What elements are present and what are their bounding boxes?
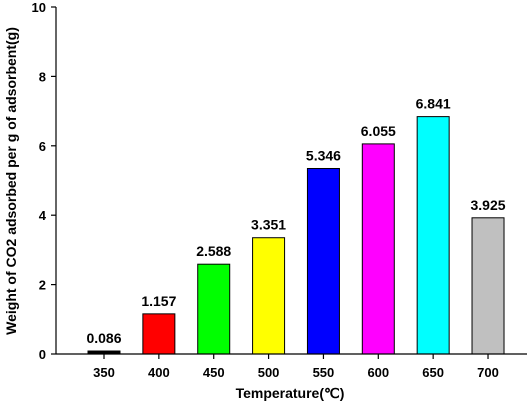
bar-450 [197,263,231,355]
data-label-700: 3.925 [470,197,505,213]
y-tick-label: 10 [32,0,46,15]
data-label-350: 0.086 [86,330,121,346]
bar-400 [142,313,176,355]
data-labels-group: 0.086 1.157 2.588 3.351 5.346 6.055 6.841 3.925 [86,96,505,346]
y-axis-title: Weight of CO2 adsorbed per g of adsorben… [3,27,19,335]
x-tick-label: 450 [203,365,225,380]
y-tick-label: 6 [39,139,46,154]
data-label-600: 6.055 [361,123,396,139]
x-tick-label: 550 [313,365,335,380]
x-tick-label: 700 [477,365,499,380]
x-tick-label: 400 [148,365,170,380]
bars-group [87,116,505,355]
data-label-500: 3.351 [251,217,286,233]
bar-550 [306,167,340,355]
x-tick-label: 600 [367,365,389,380]
bar-500 [252,237,286,355]
y-tick-label: 0 [39,347,46,362]
y-tick-label: 8 [39,69,46,84]
x-tick-label: 650 [422,365,444,380]
y-ticks-group: 0 2 4 6 8 10 [32,0,56,362]
axes-group [55,7,527,355]
data-label-400: 1.157 [141,293,176,309]
x-ticks-group: 350 400 450 500 550 600 650 700 [93,354,499,380]
y-tick-label: 2 [39,278,46,293]
y-tick-label: 4 [39,208,47,223]
bar-700 [471,217,505,355]
data-label-650: 6.841 [416,96,451,112]
data-label-450: 2.588 [196,243,231,259]
x-axis-title: Temperature(℃) [236,385,345,401]
bar-650 [416,116,450,355]
x-tick-label: 500 [258,365,280,380]
data-label-550: 5.346 [306,147,341,163]
bar-600 [361,143,395,355]
x-tick-label: 350 [93,365,115,380]
